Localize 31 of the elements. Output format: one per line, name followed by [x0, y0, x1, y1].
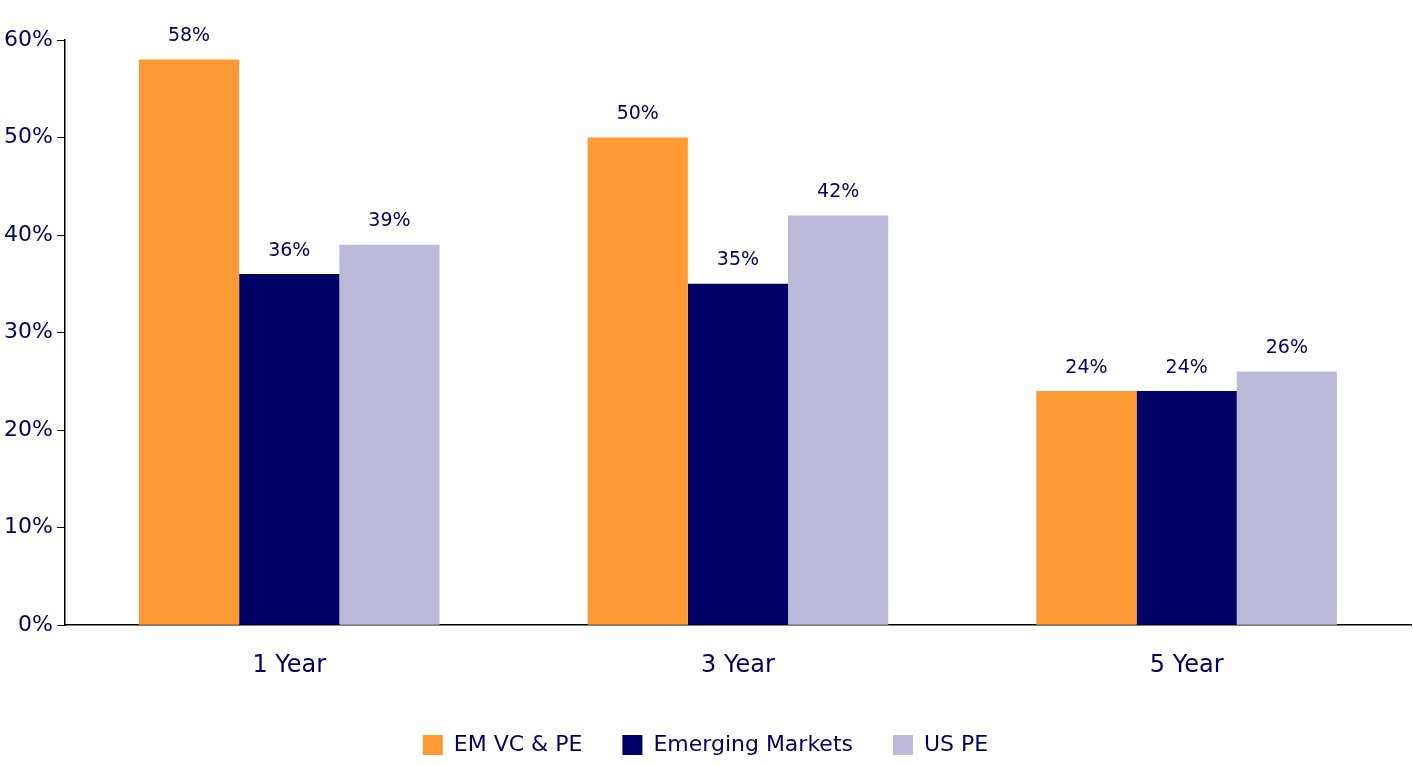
- data-label: 24%: [1065, 354, 1108, 377]
- legend-label: Emerging Markets: [653, 730, 853, 756]
- data-label: 39%: [368, 208, 411, 231]
- data-label: 58%: [167, 22, 211, 45]
- y-tick-label: 60%: [3, 25, 53, 51]
- y-tick-label: 20%: [3, 415, 53, 441]
- data-label: 24%: [1165, 354, 1208, 377]
- y-tick-label: 0%: [17, 610, 53, 636]
- legend-label: EM VC & PE: [453, 730, 583, 756]
- data-label: 35%: [716, 247, 760, 270]
- bar: [1136, 391, 1237, 625]
- data-label: 42%: [817, 179, 860, 201]
- data-label: 36%: [268, 237, 311, 260]
- x-tick-label: 5 Year: [1149, 649, 1224, 678]
- bar: [239, 274, 340, 625]
- bar: [788, 215, 889, 625]
- bar: [1036, 391, 1137, 625]
- legend-label: US PE: [923, 730, 989, 756]
- y-tick-label: 30%: [3, 318, 53, 344]
- bar: [687, 283, 789, 625]
- y-tick-label: 50%: [3, 123, 53, 149]
- y-tick-label: 10%: [3, 513, 53, 539]
- data-label: 50%: [616, 100, 659, 123]
- x-tick-label: 3 Year: [701, 649, 775, 678]
- bar: [138, 59, 240, 625]
- data-label: 26%: [1265, 335, 1308, 358]
- y-tick-label: 40%: [3, 220, 53, 246]
- bar: [587, 137, 688, 625]
- bar: [1236, 371, 1337, 625]
- x-tick-label: 1 Year: [252, 649, 327, 678]
- bar: [339, 244, 440, 625]
